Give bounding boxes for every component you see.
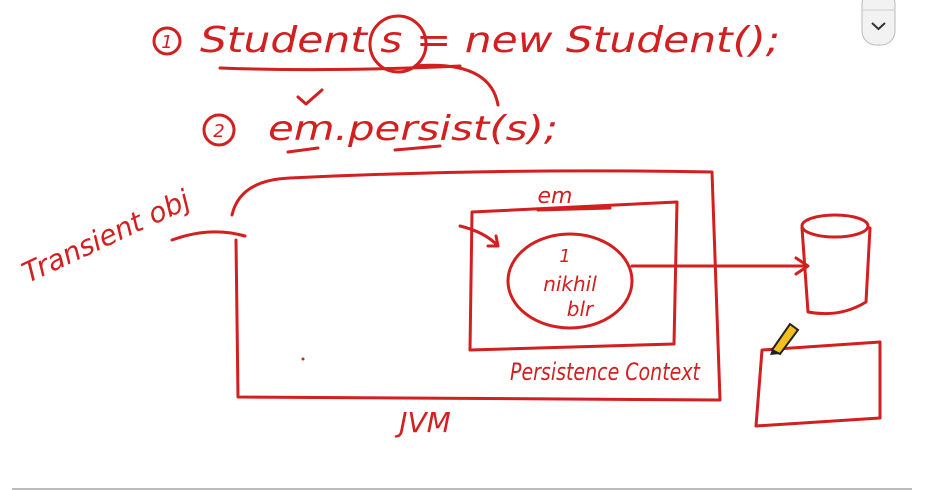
db-arrow	[630, 256, 810, 276]
collapse-button[interactable]	[861, 0, 896, 46]
underline	[286, 144, 442, 154]
em-underline	[536, 206, 612, 212]
chevron-icon	[871, 22, 886, 31]
code-line: em.persist(s);	[268, 109, 558, 149]
jvm-box	[230, 169, 722, 402]
check-mark	[296, 88, 324, 106]
step-circle	[152, 26, 182, 56]
transient-arrow	[170, 230, 247, 242]
em-label: em	[538, 184, 573, 209]
step-number: 2	[213, 121, 224, 142]
step-number: 1	[161, 32, 172, 53]
entity-field: nikhil	[543, 272, 597, 296]
entity-circle	[506, 232, 634, 330]
step-circle	[202, 113, 236, 147]
db-body	[800, 226, 872, 316]
entity-field: blr	[567, 297, 595, 321]
context-box	[468, 200, 679, 352]
entity-field: 1	[559, 246, 570, 267]
sketch-box	[754, 340, 882, 428]
link-arrow	[413, 63, 500, 107]
pen-cursor	[770, 322, 800, 356]
underline	[218, 64, 462, 72]
db-top	[800, 213, 870, 239]
transient-label: Transient obj	[17, 183, 195, 290]
em-arrow	[458, 224, 500, 248]
button-body[interactable]	[861, 0, 896, 46]
highlight-circle	[368, 14, 428, 74]
ink-dot	[301, 357, 305, 361]
jvm-label: JVM	[394, 406, 451, 439]
code-line: Student s = new Student();	[200, 20, 780, 61]
context-label: Persistence Context	[510, 358, 701, 386]
